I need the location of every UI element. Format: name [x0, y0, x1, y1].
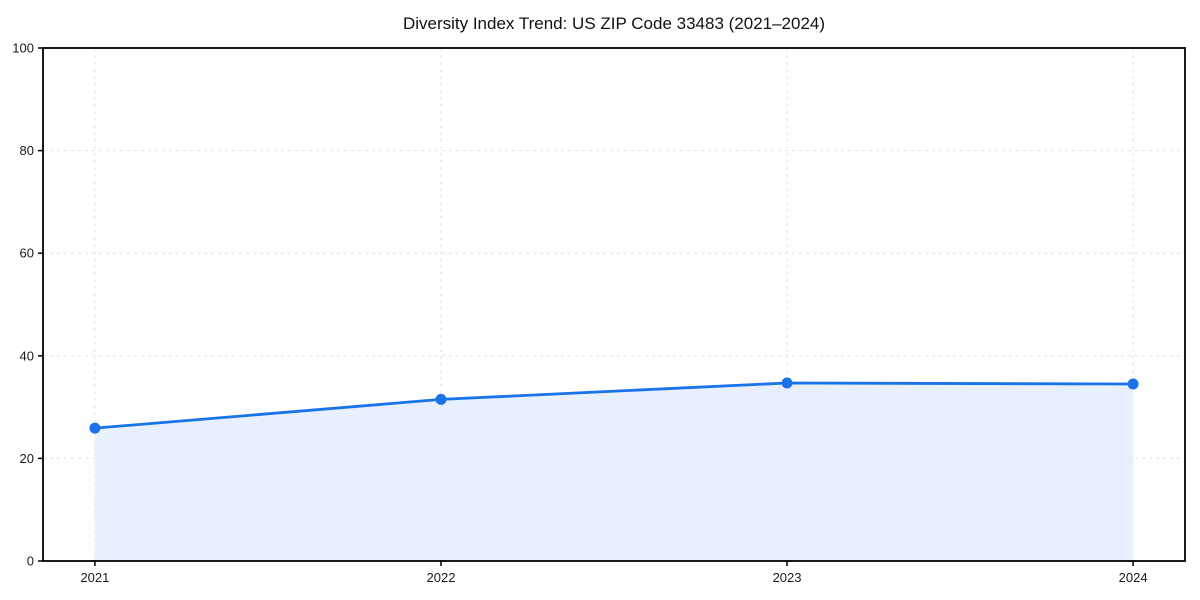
x-tick-label: 2023: [773, 570, 802, 585]
y-tick-label: 100: [12, 41, 34, 56]
y-tick-label: 0: [27, 554, 34, 569]
x-tick-label: 2024: [1119, 570, 1148, 585]
y-tick-label: 80: [20, 143, 34, 158]
y-tick-label: 40: [20, 348, 34, 363]
y-tick-label: 20: [20, 451, 34, 466]
data-point-marker: [1127, 378, 1139, 390]
data-point-marker: [781, 377, 793, 389]
plot-border: [42, 47, 1186, 562]
y-tick-label: 60: [20, 246, 34, 261]
trend-line: [93, 381, 1135, 430]
chart-title: Diversity Index Trend: US ZIP Code 33483…: [402, 14, 826, 33]
x-tick-label: 2022: [427, 570, 456, 585]
area-fill: [94, 382, 1134, 561]
x-tick-label: 2021: [80, 570, 109, 585]
data-point-marker: [89, 422, 101, 434]
data-point-marker: [435, 393, 447, 405]
